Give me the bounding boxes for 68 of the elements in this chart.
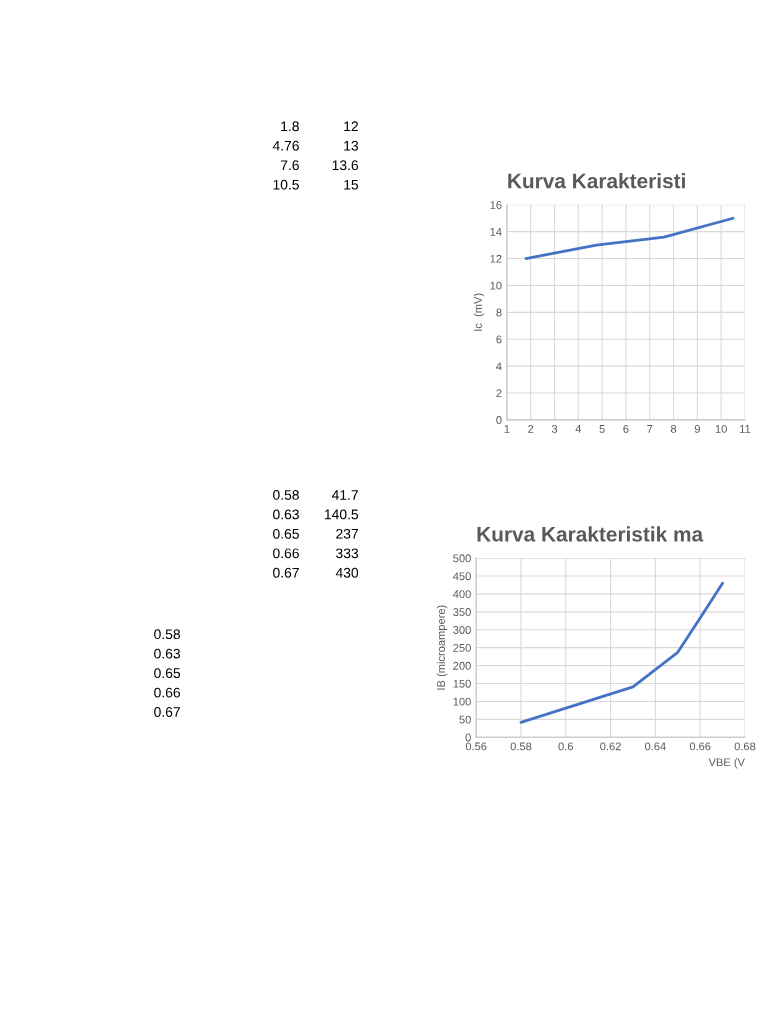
y-tick-label: 14 <box>490 228 502 236</box>
text: 41.7 <box>331 490 358 500</box>
x-tick-label: 8 <box>670 424 677 433</box>
x-tick-label: 4 <box>575 425 582 433</box>
text: 13 <box>344 140 359 151</box>
text: 12 <box>344 121 358 132</box>
y-tick-label: 500 <box>453 554 471 563</box>
text: 430 <box>335 567 359 578</box>
x-tick-label: 0.68 <box>734 742 756 751</box>
text: 140.5 <box>324 509 359 520</box>
text: 0.67 <box>273 567 299 578</box>
text: 333 <box>336 548 359 559</box>
y-tick-label: 4 <box>496 362 502 371</box>
y-tick-label: 6 <box>496 335 502 344</box>
y-tick-label: 50 <box>459 715 471 724</box>
y-tick-label: 100 <box>453 697 471 706</box>
x-tick-label: 10 <box>715 424 727 433</box>
y-tick-label: 250 <box>453 643 471 652</box>
x-tick-label: 6 <box>623 424 629 433</box>
text: 15 <box>344 179 359 190</box>
x-tick-label: 7 <box>647 425 653 433</box>
x-tick-label: 2 <box>528 424 534 433</box>
text: 7.6 <box>280 160 299 171</box>
x-tick-label: 0.58 <box>510 742 532 751</box>
text: 0.58 <box>273 490 299 500</box>
chart-title: Kurva Karakteristi <box>508 173 685 189</box>
y-axis-title: Ic (mV) <box>473 293 485 331</box>
text: 0.58 <box>154 629 181 640</box>
text: 0.63 <box>273 509 299 520</box>
y-tick-label: 0 <box>465 733 471 742</box>
chart-title: Kurva Karakteristik ma <box>477 526 704 542</box>
y-tick-label: 8 <box>496 308 502 317</box>
x-tick-label: 0.64 <box>644 742 666 751</box>
x-tick-label: 3 <box>551 424 558 433</box>
y-tick-label: 2 <box>496 389 502 397</box>
text: 1.8 <box>281 121 299 132</box>
y-tick-label: 0 <box>496 416 502 424</box>
text: 0.67 <box>154 707 180 717</box>
text: 4.76 <box>272 140 299 151</box>
text: 0.65 <box>154 668 181 679</box>
y-tick-label: 450 <box>453 572 471 581</box>
y-tick-label: 10 <box>490 281 502 290</box>
x-tick-label: 9 <box>694 424 700 433</box>
text: 0.66 <box>154 687 181 698</box>
x-axis-title: VBE (V <box>708 758 745 769</box>
x-tick-label: 0.66 <box>689 742 711 751</box>
y-tick-label: 200 <box>453 661 471 670</box>
x-tick-label: 5 <box>599 425 605 433</box>
y-tick-label: 12 <box>490 254 502 263</box>
text: 13.6 <box>332 160 359 171</box>
text: 0.63 <box>154 648 181 659</box>
x-tick-label: 11 <box>740 425 751 433</box>
text: 10.5 <box>273 179 299 190</box>
y-tick-label: 400 <box>453 590 471 599</box>
x-tick-label: 1 <box>504 425 510 433</box>
y-tick-label: 350 <box>453 608 471 616</box>
x-tick-label: 0.6 <box>558 742 573 751</box>
line-series <box>524 216 735 260</box>
y-tick-label: 300 <box>453 626 471 634</box>
text: 0.65 <box>273 528 299 539</box>
y-tick-label: 150 <box>453 679 471 688</box>
x-tick-label: 0.62 <box>600 742 621 751</box>
line-series <box>519 581 724 724</box>
text: 237 <box>336 528 358 539</box>
y-axis-title: IB (microampere) <box>436 605 448 690</box>
y-tick-label: 16 <box>490 201 502 209</box>
x-tick-label: 0.56 <box>465 742 487 751</box>
text: 0.66 <box>273 548 299 559</box>
